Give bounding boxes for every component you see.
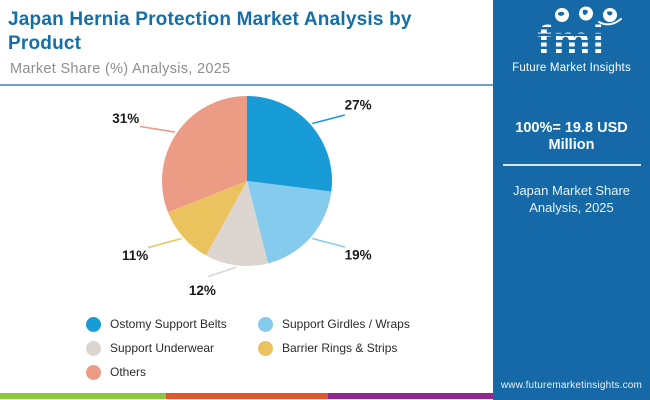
legend-item: Others xyxy=(86,364,258,380)
stripe-green-segment xyxy=(0,393,166,399)
legend-swatch xyxy=(258,316,273,332)
analysis-caption: Japan Market Share Analysis, 2025 xyxy=(512,182,631,216)
pie-slice xyxy=(162,96,247,213)
fmi-logo-text: fmi xyxy=(537,17,606,64)
pie-leader-line xyxy=(208,266,237,278)
pie-leader-line xyxy=(148,237,182,249)
globe-asia-icon xyxy=(597,8,622,26)
legend-label: Ostomy Support Belts xyxy=(110,317,227,331)
legend-label: Barrier Rings & Strips xyxy=(282,341,398,355)
pie-slice xyxy=(206,181,269,267)
pie-percent-label: 27% xyxy=(345,98,372,113)
page-subtitle: Market Share (%) Analysis, 2025 xyxy=(10,60,231,77)
sidebar-divider xyxy=(502,163,641,166)
pie-leader-line xyxy=(139,125,176,133)
fmi-logo: fmi Future Market Insights xyxy=(512,6,631,74)
globe-europe-africa-icon xyxy=(578,6,593,21)
stripe-orange-segment xyxy=(166,393,328,399)
legend-swatch xyxy=(258,340,273,356)
pie-slice xyxy=(247,181,332,264)
page-title: Japan Hernia Protection Market Analysis … xyxy=(8,9,412,54)
legend-item: Barrier Rings & Strips xyxy=(258,340,410,356)
legend-swatch xyxy=(86,364,101,380)
pie-percent-label: 31% xyxy=(112,111,139,126)
pie-leader-line xyxy=(312,237,346,248)
footer-stripe xyxy=(0,393,493,399)
legend-item: Support Girdles / Wraps xyxy=(258,316,410,332)
pie-percent-label: 11% xyxy=(122,248,148,263)
market-size-stat: 100%= 19.8 USD Million xyxy=(515,119,628,154)
fmi-logo-tagline: Future Market Insights xyxy=(512,61,631,74)
header-divider xyxy=(0,83,493,86)
main-content: Japan Hernia Protection Market Analysis … xyxy=(0,9,493,399)
pie-leader-line xyxy=(312,114,346,125)
website-url[interactable]: www.futuremarketinsights.com xyxy=(500,380,643,391)
stripe-purple-segment xyxy=(328,393,493,399)
pie-percent-label: 12% xyxy=(189,283,216,298)
legend-swatch xyxy=(86,316,101,332)
legend-label: Others xyxy=(110,365,147,379)
brand-sidebar: fmi Future Market Insights 100%= 19.8 US… xyxy=(493,0,650,400)
legend-item: Ostomy Support Belts xyxy=(86,316,258,332)
pie-percent-label: 19% xyxy=(345,247,372,262)
pie-slice xyxy=(247,96,332,192)
chart-legend: Ostomy Support Belts Support Girdles / Wr… xyxy=(86,316,410,380)
legend-swatch xyxy=(86,340,101,356)
globe-icons xyxy=(554,6,622,26)
pie-chart: 27% 19% 12% 11% 31% xyxy=(112,96,372,298)
legend-label: Support Underwear xyxy=(110,341,215,355)
legend-label: Support Girdles / Wraps xyxy=(282,317,410,331)
pie-slice xyxy=(167,181,247,256)
legend-item: Support Underwear xyxy=(86,340,258,356)
globe-americas-icon xyxy=(554,8,569,22)
